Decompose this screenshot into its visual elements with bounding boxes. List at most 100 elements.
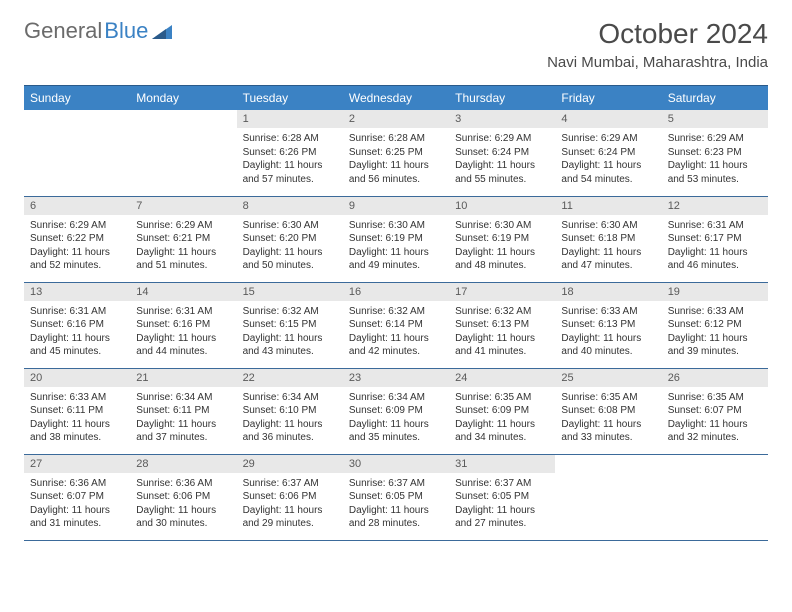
sunrise-text: Sunrise: 6:29 AM (455, 132, 549, 146)
daylight-text: Daylight: 11 hours and 53 minutes. (668, 159, 762, 186)
sunrise-text: Sunrise: 6:31 AM (30, 305, 124, 319)
calendar-cell: 20Sunrise: 6:33 AMSunset: 6:11 PMDayligh… (24, 368, 130, 454)
day-body: Sunrise: 6:35 AMSunset: 6:09 PMDaylight:… (449, 387, 555, 451)
day-body: Sunrise: 6:37 AMSunset: 6:05 PMDaylight:… (343, 473, 449, 537)
day-body: Sunrise: 6:29 AMSunset: 6:22 PMDaylight:… (24, 215, 130, 279)
calendar-row: 13Sunrise: 6:31 AMSunset: 6:16 PMDayligh… (24, 282, 768, 368)
logo-text-gray: General (24, 18, 102, 44)
logo-text-blue: Blue (104, 18, 148, 44)
sunset-text: Sunset: 6:05 PM (349, 490, 443, 504)
daylight-text: Daylight: 11 hours and 36 minutes. (243, 418, 337, 445)
day-number: 19 (662, 283, 768, 301)
day-body: Sunrise: 6:32 AMSunset: 6:14 PMDaylight:… (343, 301, 449, 365)
calendar-cell: 28Sunrise: 6:36 AMSunset: 6:06 PMDayligh… (130, 454, 236, 540)
calendar-cell: 15Sunrise: 6:32 AMSunset: 6:15 PMDayligh… (237, 282, 343, 368)
sunset-text: Sunset: 6:12 PM (668, 318, 762, 332)
sunrise-text: Sunrise: 6:35 AM (455, 391, 549, 405)
day-number: 27 (24, 455, 130, 473)
daylight-text: Daylight: 11 hours and 46 minutes. (668, 246, 762, 273)
day-body: Sunrise: 6:29 AMSunset: 6:21 PMDaylight:… (130, 215, 236, 279)
day-number: 4 (555, 110, 661, 128)
day-body: Sunrise: 6:37 AMSunset: 6:06 PMDaylight:… (237, 473, 343, 537)
day-number: 25 (555, 369, 661, 387)
day-body: Sunrise: 6:34 AMSunset: 6:10 PMDaylight:… (237, 387, 343, 451)
day-header: Sunday (24, 86, 130, 111)
day-number: 6 (24, 197, 130, 215)
calendar-cell: .. (24, 110, 130, 196)
sunrise-text: Sunrise: 6:28 AM (243, 132, 337, 146)
sunrise-text: Sunrise: 6:33 AM (30, 391, 124, 405)
sunrise-text: Sunrise: 6:30 AM (561, 219, 655, 233)
daylight-text: Daylight: 11 hours and 42 minutes. (349, 332, 443, 359)
sunrise-text: Sunrise: 6:29 AM (30, 219, 124, 233)
day-body: Sunrise: 6:31 AMSunset: 6:17 PMDaylight:… (662, 215, 768, 279)
sunset-text: Sunset: 6:24 PM (455, 146, 549, 160)
sunset-text: Sunset: 6:11 PM (136, 404, 230, 418)
sunset-text: Sunset: 6:05 PM (455, 490, 549, 504)
calendar-cell: 16Sunrise: 6:32 AMSunset: 6:14 PMDayligh… (343, 282, 449, 368)
day-number: 29 (237, 455, 343, 473)
day-header-row: SundayMondayTuesdayWednesdayThursdayFrid… (24, 86, 768, 111)
sunset-text: Sunset: 6:19 PM (349, 232, 443, 246)
day-header: Thursday (449, 86, 555, 111)
day-body: Sunrise: 6:30 AMSunset: 6:18 PMDaylight:… (555, 215, 661, 279)
sunrise-text: Sunrise: 6:36 AM (30, 477, 124, 491)
day-number: 17 (449, 283, 555, 301)
calendar-row: ....1Sunrise: 6:28 AMSunset: 6:26 PMDayl… (24, 110, 768, 196)
daylight-text: Daylight: 11 hours and 50 minutes. (243, 246, 337, 273)
day-body: Sunrise: 6:33 AMSunset: 6:13 PMDaylight:… (555, 301, 661, 365)
calendar-cell: 1Sunrise: 6:28 AMSunset: 6:26 PMDaylight… (237, 110, 343, 196)
day-header: Wednesday (343, 86, 449, 111)
calendar-row: 27Sunrise: 6:36 AMSunset: 6:07 PMDayligh… (24, 454, 768, 540)
calendar-cell: 3Sunrise: 6:29 AMSunset: 6:24 PMDaylight… (449, 110, 555, 196)
sunset-text: Sunset: 6:11 PM (30, 404, 124, 418)
daylight-text: Daylight: 11 hours and 32 minutes. (668, 418, 762, 445)
day-body: Sunrise: 6:30 AMSunset: 6:20 PMDaylight:… (237, 215, 343, 279)
daylight-text: Daylight: 11 hours and 39 minutes. (668, 332, 762, 359)
sunrise-text: Sunrise: 6:37 AM (455, 477, 549, 491)
day-body: Sunrise: 6:37 AMSunset: 6:05 PMDaylight:… (449, 473, 555, 537)
daylight-text: Daylight: 11 hours and 44 minutes. (136, 332, 230, 359)
sunset-text: Sunset: 6:21 PM (136, 232, 230, 246)
calendar-cell: 4Sunrise: 6:29 AMSunset: 6:24 PMDaylight… (555, 110, 661, 196)
sunrise-text: Sunrise: 6:31 AM (136, 305, 230, 319)
daylight-text: Daylight: 11 hours and 47 minutes. (561, 246, 655, 273)
sunrise-text: Sunrise: 6:34 AM (349, 391, 443, 405)
day-number: 14 (130, 283, 236, 301)
day-body: Sunrise: 6:29 AMSunset: 6:24 PMDaylight:… (449, 128, 555, 192)
calendar-cell: .. (555, 454, 661, 540)
day-number: 24 (449, 369, 555, 387)
daylight-text: Daylight: 11 hours and 41 minutes. (455, 332, 549, 359)
day-number: 20 (24, 369, 130, 387)
daylight-text: Daylight: 11 hours and 28 minutes. (349, 504, 443, 531)
sunset-text: Sunset: 6:20 PM (243, 232, 337, 246)
calendar-row: 20Sunrise: 6:33 AMSunset: 6:11 PMDayligh… (24, 368, 768, 454)
sunrise-text: Sunrise: 6:29 AM (668, 132, 762, 146)
calendar-cell: 25Sunrise: 6:35 AMSunset: 6:08 PMDayligh… (555, 368, 661, 454)
calendar-cell: .. (130, 110, 236, 196)
day-number: 30 (343, 455, 449, 473)
sunset-text: Sunset: 6:16 PM (136, 318, 230, 332)
sunset-text: Sunset: 6:16 PM (30, 318, 124, 332)
sunrise-text: Sunrise: 6:32 AM (455, 305, 549, 319)
day-body: Sunrise: 6:28 AMSunset: 6:25 PMDaylight:… (343, 128, 449, 192)
calendar-cell: 8Sunrise: 6:30 AMSunset: 6:20 PMDaylight… (237, 196, 343, 282)
sunset-text: Sunset: 6:22 PM (30, 232, 124, 246)
day-body: Sunrise: 6:32 AMSunset: 6:15 PMDaylight:… (237, 301, 343, 365)
calendar-cell: 30Sunrise: 6:37 AMSunset: 6:05 PMDayligh… (343, 454, 449, 540)
daylight-text: Daylight: 11 hours and 29 minutes. (243, 504, 337, 531)
sunrise-text: Sunrise: 6:37 AM (243, 477, 337, 491)
calendar-cell: 11Sunrise: 6:30 AMSunset: 6:18 PMDayligh… (555, 196, 661, 282)
sunset-text: Sunset: 6:18 PM (561, 232, 655, 246)
daylight-text: Daylight: 11 hours and 31 minutes. (30, 504, 124, 531)
calendar-cell: 29Sunrise: 6:37 AMSunset: 6:06 PMDayligh… (237, 454, 343, 540)
daylight-text: Daylight: 11 hours and 51 minutes. (136, 246, 230, 273)
calendar-row: 6Sunrise: 6:29 AMSunset: 6:22 PMDaylight… (24, 196, 768, 282)
sunset-text: Sunset: 6:25 PM (349, 146, 443, 160)
sunrise-text: Sunrise: 6:30 AM (349, 219, 443, 233)
sunrise-text: Sunrise: 6:32 AM (243, 305, 337, 319)
sunset-text: Sunset: 6:09 PM (349, 404, 443, 418)
day-body: Sunrise: 6:30 AMSunset: 6:19 PMDaylight:… (343, 215, 449, 279)
calendar-cell: 10Sunrise: 6:30 AMSunset: 6:19 PMDayligh… (449, 196, 555, 282)
sunrise-text: Sunrise: 6:35 AM (561, 391, 655, 405)
